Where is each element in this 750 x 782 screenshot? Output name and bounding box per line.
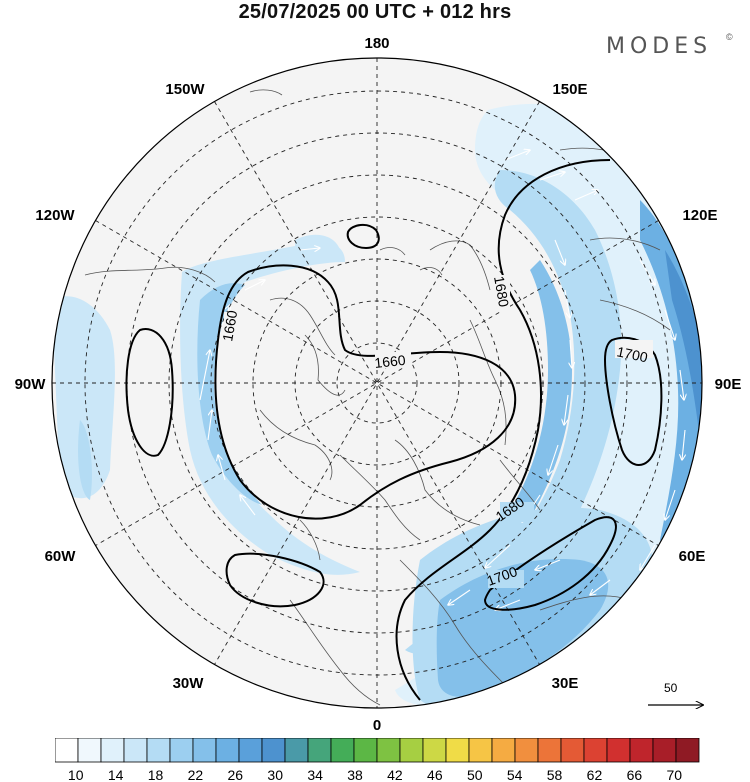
lon-label-150w: 150W	[165, 81, 205, 98]
colorbar-tick-label: 30	[267, 767, 283, 782]
colorbar-ticks: 10 14 18 22 26 30 34 38 42 46 50 54 58 62 66 70	[68, 767, 682, 782]
colorbar-swatch	[215, 738, 240, 763]
colorbar-swatch	[652, 738, 677, 763]
colorbar-swatch	[307, 738, 332, 763]
wind-scale-label: 50	[664, 681, 678, 695]
map-title: 25/07/2025 00 UTC + 012 hrs	[238, 1, 512, 23]
colorbar-swatch	[261, 738, 286, 763]
height-contours	[125, 159, 663, 701]
colorbar-swatch	[238, 738, 263, 763]
wind-shading	[52, 103, 702, 708]
lon-label-180: 180	[364, 35, 389, 52]
colorbar-swatch	[123, 738, 148, 763]
colorbar-swatches	[55, 738, 700, 763]
colorbar-tick-label: 58	[547, 767, 563, 782]
contour-label-1660-left: 1660	[219, 309, 240, 343]
lon-label-90e: 90E	[715, 376, 742, 393]
colorbar-swatch	[55, 738, 79, 763]
colorbar-tick-label: 34	[307, 767, 323, 782]
colorbar-swatch	[146, 738, 171, 763]
colorbar-tick-label: 38	[347, 767, 363, 782]
lon-label-60w: 60W	[45, 548, 77, 565]
colorbar-tick-label: 22	[188, 767, 204, 782]
colorbar-swatch	[606, 738, 631, 763]
colorbar-tick-label: 50	[467, 767, 483, 782]
lon-label-30e: 30E	[552, 675, 579, 692]
colorbar-swatch	[422, 738, 447, 763]
colorbar-swatch	[629, 738, 654, 763]
lon-label-30w: 30W	[173, 675, 205, 692]
lon-label-120e: 120E	[682, 207, 717, 224]
colorbar-swatch	[399, 738, 424, 763]
colorbar-tick-label: 66	[627, 767, 643, 782]
lon-label-90w: 90W	[15, 376, 47, 393]
colorbar-tick-label: 70	[666, 767, 682, 782]
lon-label-60e: 60E	[679, 548, 706, 565]
lon-label-150e: 150E	[552, 81, 587, 98]
colorbar-swatch	[445, 738, 470, 763]
colorbar-swatch	[583, 738, 608, 763]
contour-label-1700-right: 1700	[615, 343, 649, 365]
colorbar-swatch	[169, 738, 194, 763]
colorbar-tick-label: 54	[507, 767, 523, 782]
coastlines	[84, 89, 671, 706]
colorbar-swatch	[675, 738, 700, 763]
map-border	[51, 57, 703, 709]
colorbar-swatch	[560, 738, 585, 763]
colorbar-tick-label: 10	[68, 767, 84, 782]
colorbar: 10 14 18 22 26 30 34 38 42 46 50 54 58 62 66 70	[55, 738, 700, 782]
colorbar-swatch	[77, 738, 102, 763]
colorbar-tick-label: 46	[427, 767, 443, 782]
brand-logo: MODES	[606, 34, 713, 59]
contour-label-1660-center: 1660	[374, 352, 407, 371]
copyright-mark: ©	[726, 32, 733, 42]
colorbar-swatch	[514, 738, 539, 763]
colorbar-swatch	[376, 738, 401, 763]
colorbar-tick-label: 26	[228, 767, 244, 782]
colorbar-tick-label: 62	[587, 767, 603, 782]
colorbar-swatch	[330, 738, 355, 763]
colorbar-tick-label: 42	[387, 767, 403, 782]
lon-label-0: 0	[373, 717, 381, 734]
colorbar-swatch	[100, 738, 125, 763]
colorbar-tick-label: 14	[108, 767, 124, 782]
colorbar-tick-label: 18	[148, 767, 164, 782]
colorbar-swatch	[353, 738, 378, 763]
lon-label-120w: 120W	[35, 207, 75, 224]
colorbar-swatch	[192, 738, 217, 763]
colorbar-swatch	[491, 738, 516, 763]
colorbar-swatch	[468, 738, 493, 763]
colorbar-swatch	[537, 738, 562, 763]
contour-label-1680-upper: 1680	[491, 275, 512, 309]
colorbar-swatch	[284, 738, 309, 763]
